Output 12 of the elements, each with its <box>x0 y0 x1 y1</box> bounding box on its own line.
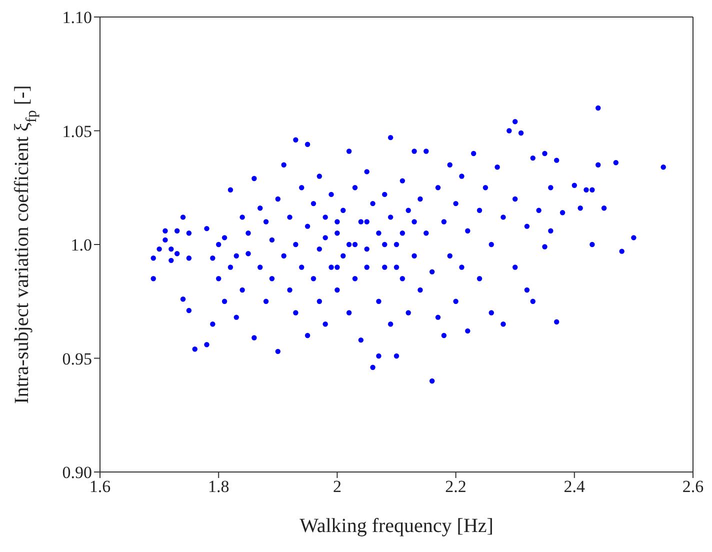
y-tick-label: 1.10 <box>62 8 92 28</box>
y-tick-label: 0.95 <box>62 349 92 368</box>
y-tick-label: 1.0 <box>70 236 92 255</box>
x-tick-label: 2.6 <box>682 477 704 496</box>
y-tick-label: 1.05 <box>62 122 92 141</box>
x-tick-label: 2 <box>332 477 342 496</box>
x-tick-label: 1.6 <box>89 477 111 496</box>
x-tick-label: 1.8 <box>208 477 230 496</box>
x-axis-title: Walking frequency [Hz] <box>300 515 494 537</box>
x-tick-label: 2.4 <box>564 477 586 496</box>
x-tick-label: 2.2 <box>445 477 466 496</box>
y-tick-label: 0.90 <box>62 463 92 482</box>
